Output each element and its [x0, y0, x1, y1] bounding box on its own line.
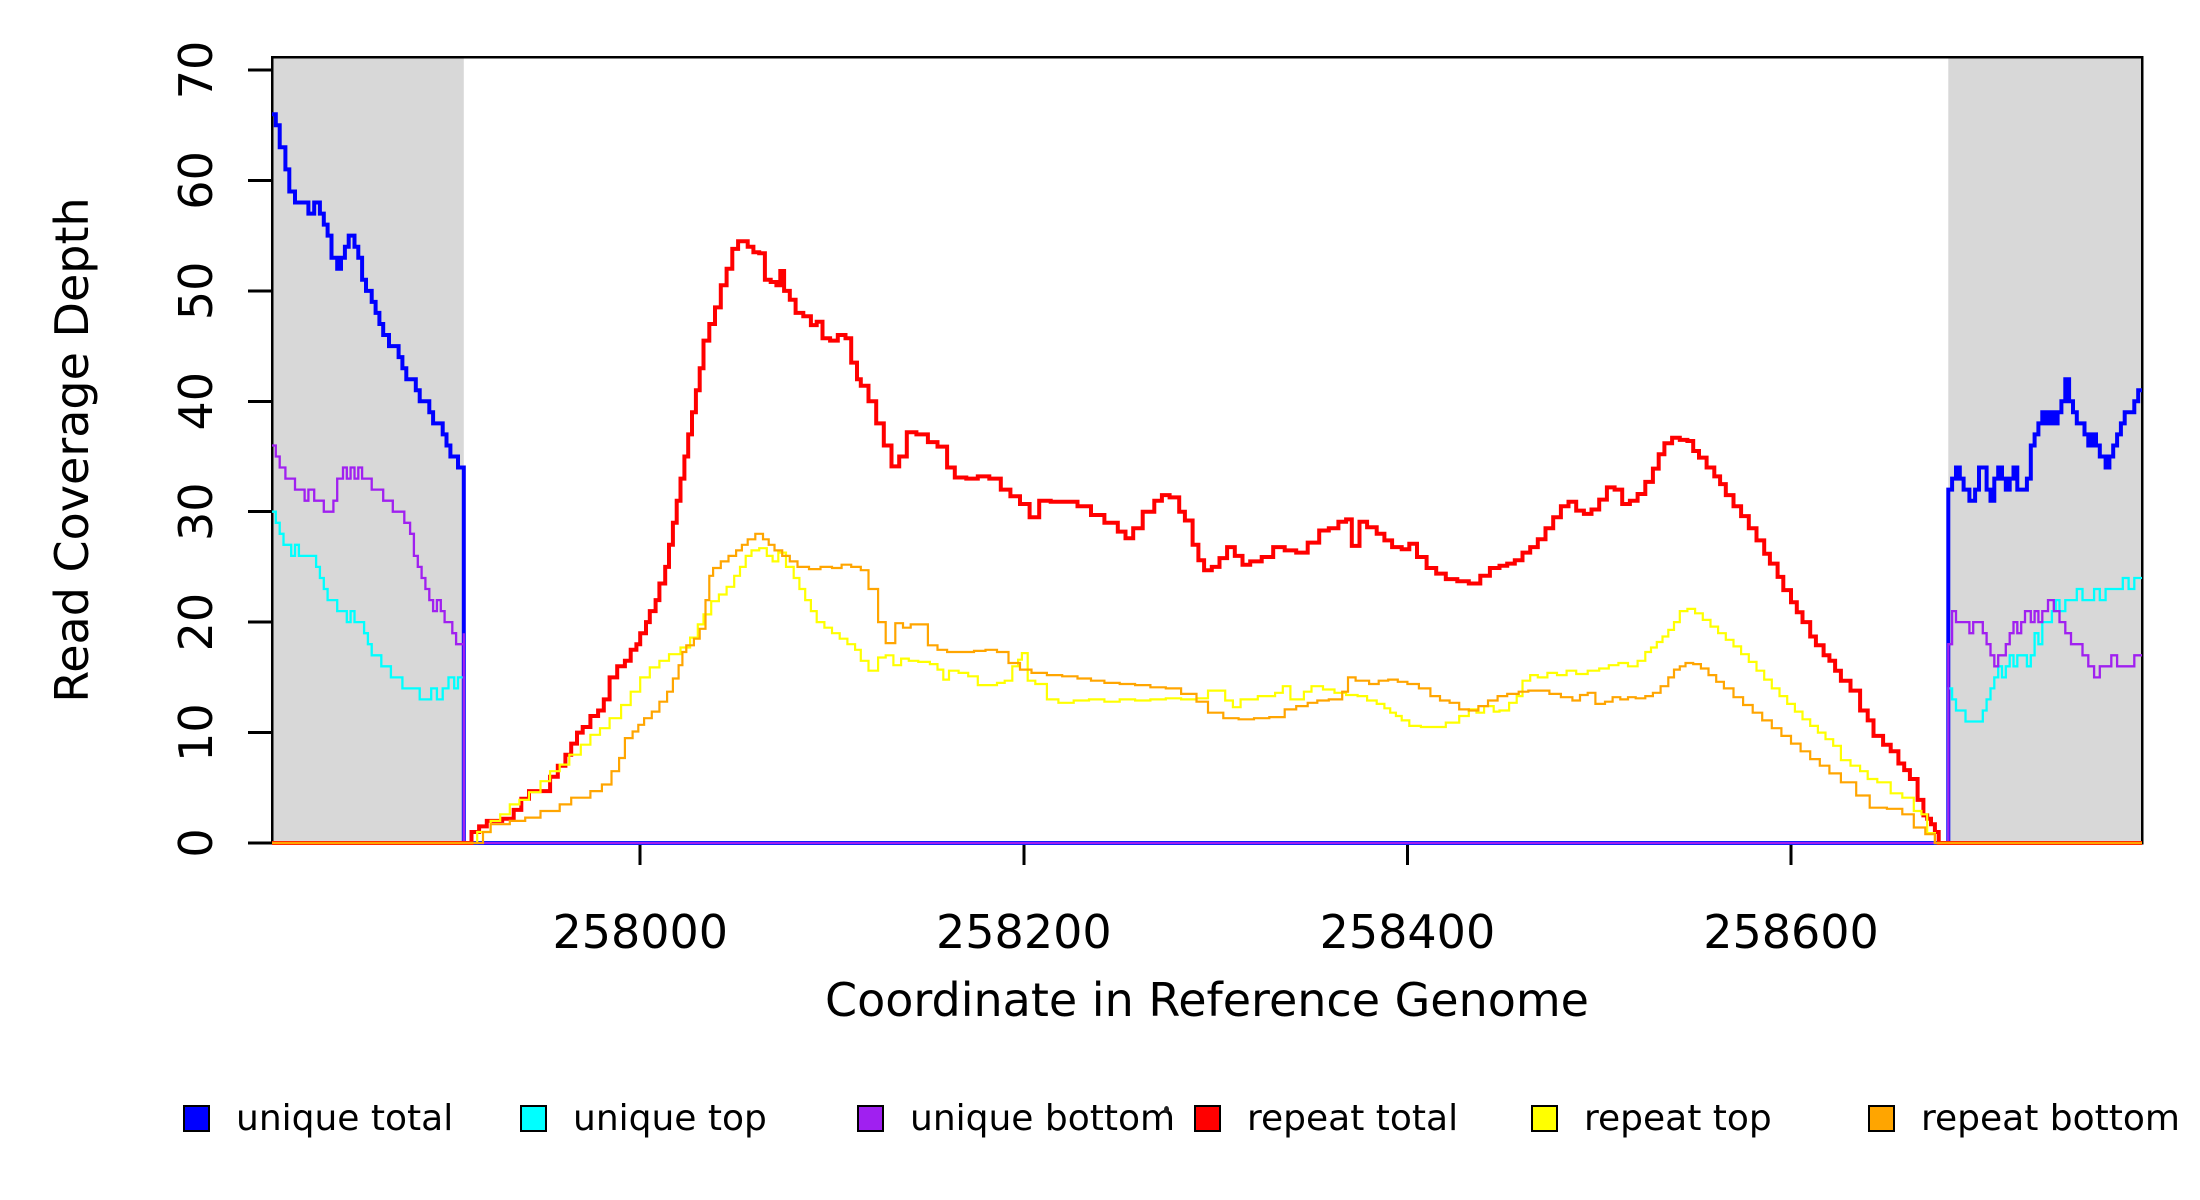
- y-tick-label: 40: [169, 372, 223, 431]
- y-tick-label: 60: [169, 151, 223, 210]
- legend-swatch-icon: [857, 1104, 884, 1132]
- series-unique-top: [272, 510, 2142, 845]
- y-axis-title: Read Coverage Depth: [45, 197, 99, 703]
- legend-label: unique bottom: [910, 1097, 1176, 1139]
- y-tick-label: 20: [169, 593, 223, 652]
- shaded-region-right-flank: [1948, 57, 2142, 843]
- shaded-region-left-flank: [272, 57, 464, 843]
- coverage-plot: 258000 258200 258400 258600 0 10 20 30 40 50 60 70: [169, 41, 2144, 959]
- legend-swatch-icon: [183, 1104, 210, 1132]
- x-axis-title: Coordinate in Reference Genome: [825, 973, 1589, 1027]
- legend-item-repeat-top: repeat top: [1531, 1096, 1772, 1140]
- series-repeat-total: [272, 239, 2142, 845]
- legend-swatch-icon: [1868, 1104, 1895, 1132]
- x-tick-label: 258000: [552, 905, 728, 959]
- plot-box: [270, 55, 2144, 845]
- legend-label: repeat total: [1247, 1097, 1459, 1139]
- legend-item-unique-bottom: unique bottom: [857, 1096, 1175, 1140]
- y-tick-label: 50: [169, 262, 223, 321]
- x-tick-label: 258200: [936, 905, 1112, 959]
- y-tick-label: 10: [169, 703, 223, 762]
- legend-label: unique total: [236, 1097, 454, 1139]
- legend: unique total unique top unique bottom repea…: [0, 1096, 2200, 1146]
- legend-swatch-icon: [1531, 1104, 1558, 1132]
- legend-item-repeat-total: repeat total: [1194, 1096, 1458, 1140]
- legend-swatch-icon: [1194, 1104, 1221, 1132]
- y-tick-label: 30: [169, 482, 223, 541]
- legend-label: unique top: [573, 1097, 767, 1139]
- legend-label: repeat top: [1584, 1097, 1772, 1139]
- x-tick-label: 258600: [1703, 905, 1879, 959]
- y-tick-label: 70: [169, 41, 223, 100]
- stray-dot: [1164, 1106, 1169, 1113]
- legend-item-unique-top: unique top: [520, 1096, 767, 1140]
- legend-item-unique-total: unique total: [183, 1096, 453, 1140]
- series-unique-bottom: [272, 444, 2142, 845]
- legend-label: repeat bottom: [1921, 1097, 2180, 1139]
- x-tick-label: 258400: [1320, 905, 1496, 959]
- series-unique-total: [272, 112, 2142, 845]
- legend-item-repeat-bottom: repeat bottom: [1868, 1096, 2180, 1140]
- legend-swatch-icon: [520, 1104, 547, 1132]
- series-repeat-top: [272, 547, 2142, 845]
- y-tick-label: 0: [169, 828, 223, 857]
- series-repeat-bottom: [272, 532, 2142, 845]
